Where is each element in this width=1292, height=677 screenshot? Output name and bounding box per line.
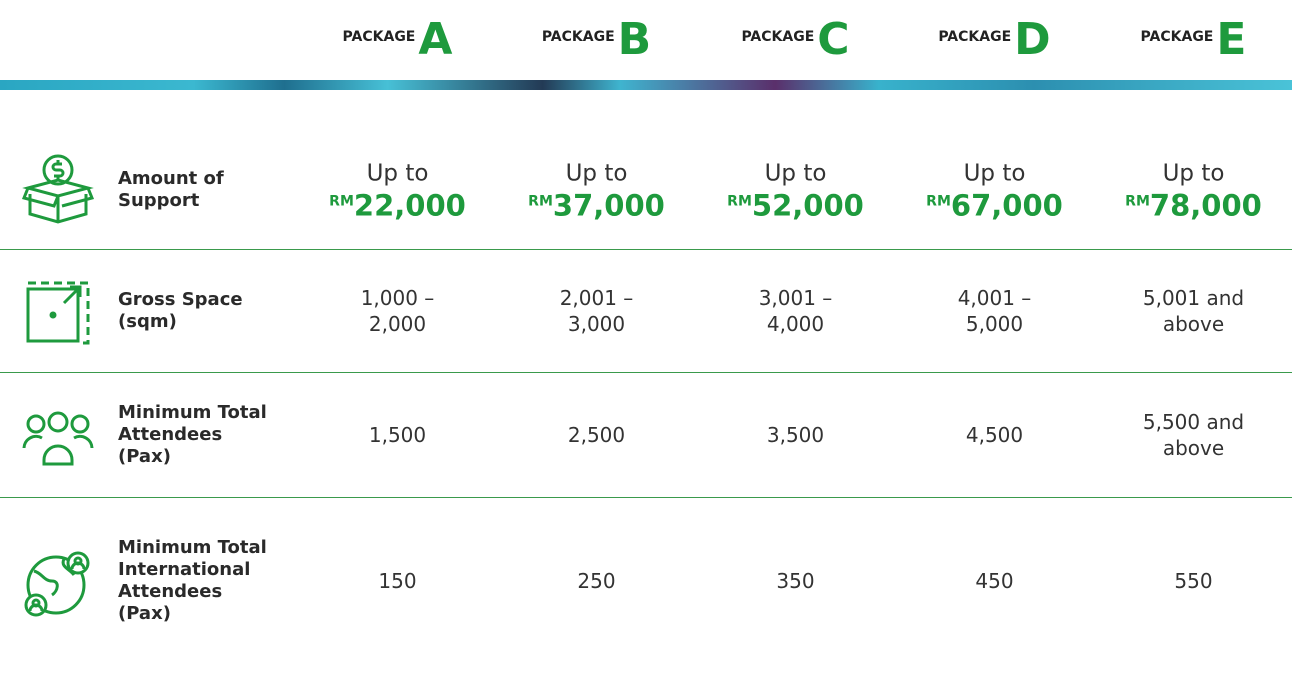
cell-value: 150 bbox=[378, 568, 416, 594]
currency: RM bbox=[528, 193, 553, 209]
cell-value: 1,000 – 2,000 bbox=[336, 285, 460, 337]
table-cell: 4,500 bbox=[895, 422, 1094, 448]
package-letter: B bbox=[618, 18, 652, 62]
icon-attendees bbox=[20, 398, 96, 474]
cell-value: 5,001 and above bbox=[1132, 285, 1256, 337]
package-label: PACKAGE bbox=[741, 29, 814, 45]
amount: 37,000 bbox=[553, 188, 665, 222]
table-cell: 4,001 – 5,000 bbox=[895, 285, 1094, 337]
currency: RM bbox=[329, 193, 354, 209]
row-label: Minimum Total International Attendees (P… bbox=[118, 537, 268, 625]
package-letter: A bbox=[418, 18, 452, 62]
support-prefix: Up to bbox=[895, 158, 1094, 188]
table-cell: 3,500 bbox=[696, 422, 895, 448]
support-prefix: Up to bbox=[696, 158, 895, 188]
cell-value: 250 bbox=[577, 568, 615, 594]
table-cell: 1,000 – 2,000 bbox=[298, 285, 497, 337]
package-label: PACKAGE bbox=[938, 29, 1011, 45]
package-letter: D bbox=[1014, 18, 1051, 62]
table-cell: 550 bbox=[1094, 568, 1292, 594]
icon-space bbox=[20, 275, 96, 351]
table-cell: 150 bbox=[298, 568, 497, 594]
cell-value: 3,500 bbox=[767, 422, 824, 448]
cell-value: 550 bbox=[1174, 568, 1212, 594]
row-label: Minimum Total Attendees (Pax) bbox=[118, 402, 268, 468]
table-cell: 450 bbox=[895, 568, 1094, 594]
cell-value: 4,001 – 5,000 bbox=[933, 285, 1057, 337]
package-letter: E bbox=[1216, 18, 1246, 62]
support-amount-line: RM37,000 bbox=[497, 188, 696, 221]
amount: 22,000 bbox=[354, 188, 466, 222]
support-amount-line: RM78,000 bbox=[1094, 188, 1292, 221]
row-label: Gross Space (sqm) bbox=[118, 289, 268, 333]
table-cell: 3,001 – 4,000 bbox=[696, 285, 895, 337]
amount: 67,000 bbox=[951, 188, 1063, 222]
row-divider bbox=[0, 497, 1292, 498]
row-divider bbox=[0, 249, 1292, 250]
table-cell: 5,500 and above bbox=[1094, 409, 1292, 461]
table-cell: 2,001 – 3,000 bbox=[497, 285, 696, 337]
amount: 78,000 bbox=[1150, 188, 1262, 222]
cell-value: 3,001 – 4,000 bbox=[734, 285, 858, 337]
package-label: PACKAGE bbox=[1141, 29, 1214, 45]
cell-value: 2,500 bbox=[568, 422, 625, 448]
support-amount-line: RM52,000 bbox=[696, 188, 895, 221]
icon-money-box bbox=[20, 150, 96, 226]
table-cell: 250 bbox=[497, 568, 696, 594]
package-label: PACKAGE bbox=[343, 29, 416, 45]
banner-strip bbox=[0, 80, 1292, 90]
currency: RM bbox=[926, 193, 951, 209]
row-label: Amount of Support bbox=[118, 168, 268, 212]
currency: RM bbox=[727, 193, 752, 209]
amount: 52,000 bbox=[752, 188, 864, 222]
cell-value: 1,500 bbox=[369, 422, 426, 448]
support-prefix: Up to bbox=[1094, 158, 1292, 188]
cell-value: 5,500 and above bbox=[1132, 409, 1256, 461]
table-cell: 2,500 bbox=[497, 422, 696, 448]
package-label: PACKAGE bbox=[542, 29, 615, 45]
cell-value: 4,500 bbox=[966, 422, 1023, 448]
support-amount-line: RM67,000 bbox=[895, 188, 1094, 221]
currency: RM bbox=[1125, 193, 1150, 209]
cell-value: 450 bbox=[975, 568, 1013, 594]
cell-value: 2,001 – 3,000 bbox=[535, 285, 659, 337]
table-cell: 1,500 bbox=[298, 422, 497, 448]
support-amount-line: RM22,000 bbox=[298, 188, 497, 221]
cell-value: 350 bbox=[776, 568, 814, 594]
table-cell: 5,001 and above bbox=[1094, 285, 1292, 337]
package-letter: C bbox=[817, 18, 849, 62]
support-prefix: Up to bbox=[298, 158, 497, 188]
row-divider bbox=[0, 372, 1292, 373]
support-prefix: Up to bbox=[497, 158, 696, 188]
page: PACKAGEAPACKAGEBPACKAGECPACKAGEDPACKAGEE… bbox=[0, 0, 1292, 677]
icon-international bbox=[20, 545, 96, 621]
table-cell: 350 bbox=[696, 568, 895, 594]
